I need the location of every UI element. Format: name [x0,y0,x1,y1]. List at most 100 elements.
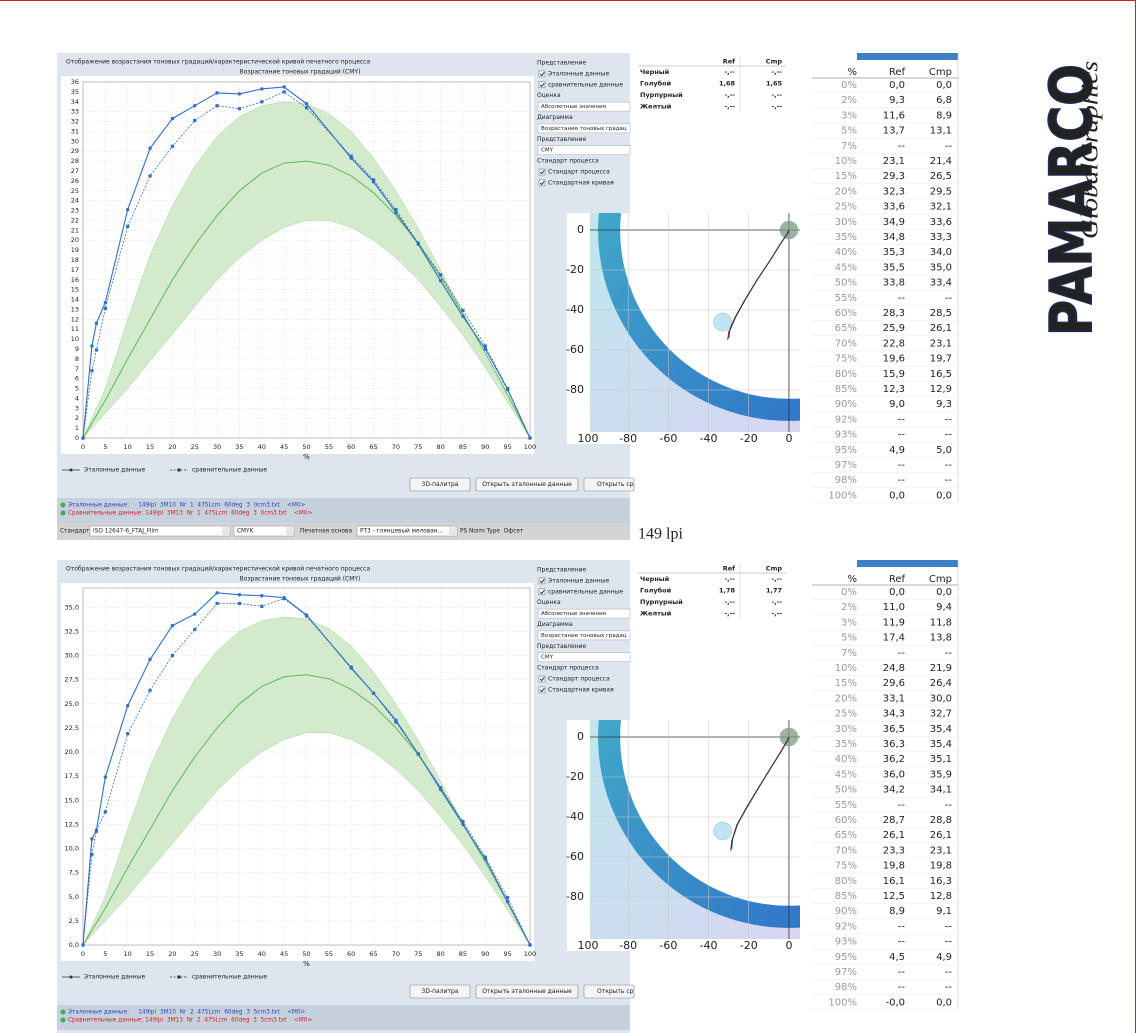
ink-table-cell: -,-- [724,598,735,606]
point-marker [193,118,197,123]
button[interactable] [583,477,635,492]
button-label: Открыть эталонные данные [482,988,572,995]
tolerance-band [83,616,530,945]
checkbox[interactable] [538,81,546,89]
tone-table-cell: -- [945,141,953,152]
x-tick-label: 100 [577,939,598,952]
point-marker [304,102,309,106]
checkbox[interactable] [538,70,546,78]
status-dot [60,502,66,508]
tone-table-cell: 70% [835,338,857,349]
point-marker [483,347,487,351]
button[interactable] [583,984,635,999]
select-box[interactable] [233,525,295,537]
status-dot [60,510,66,516]
tone-table-cell: 36,0 [883,769,905,780]
y-tick-label: 20,0 [65,748,79,756]
tone-table-cell: 23,1 [930,845,952,856]
tone-table-cell: 3% [841,110,857,121]
checkmark [539,180,545,186]
y-tick-label: 23 [71,207,79,215]
y-tick-label: 30,0 [65,652,79,660]
tone-table-cell: 20% [835,693,857,704]
tone-table-cell: 9,0 [889,399,905,410]
tone-table-cell: 23,1 [930,338,952,349]
status-line: Эталонные данные: 149lpi 3M10 Nr 1 475Lc… [68,503,306,509]
checkbox[interactable] [538,675,546,683]
x-tick-label: -20 [740,939,758,952]
tone-table-cell: 33,6 [883,202,905,213]
tone-table-cell: 33,6 [930,217,952,228]
ink-table-cell: -,-- [724,68,735,76]
tone-table-cell: 90% [835,399,857,410]
point-marker [148,174,152,178]
trajectory-line [728,229,790,339]
point-marker [461,314,465,319]
tone-table-cell: -- [898,460,906,471]
x-tick-label: 100 [524,950,536,958]
brand-tagline: GlobalGraphics [1078,61,1104,239]
y-tick-label: 10,0 [65,845,79,853]
x-tick-label: -40 [700,939,718,952]
y-tick-label: -40 [566,810,584,823]
button[interactable] [409,984,471,999]
select-arrow [286,527,293,535]
polar-plot [590,213,800,432]
select-box[interactable] [356,525,458,537]
band-upper-line [82,616,531,946]
tone-table-cell: 13,7 [883,126,905,137]
tone-table-cell: 19,7 [930,354,952,365]
settings-field[interactable] [537,608,631,619]
button[interactable] [475,984,579,999]
settings-field[interactable] [537,101,631,112]
settings-field[interactable] [537,652,631,662]
button[interactable] [475,477,579,492]
checkbox[interactable] [538,577,546,585]
x-tick-label: 90 [481,443,489,451]
tone-table-cell: 97% [835,460,857,471]
tone-table-cell: 98% [835,475,857,486]
y-tick-label: 28 [71,157,79,165]
tone-table-cell: 55% [835,293,857,304]
point-marker [237,92,242,96]
ink-table-header: Cmp [766,58,783,66]
x-tick-label: 5 [103,443,107,451]
button-label: Открыть ср [597,481,634,488]
select-box[interactable] [89,525,231,537]
ink-table-cell: -,-- [724,610,735,618]
ink-table-cell: -,-- [771,103,782,111]
settings-field[interactable] [537,630,631,641]
ink-table-cell: -,-- [771,91,782,99]
tone-table-cell: -- [898,293,906,304]
checkbox[interactable] [538,686,546,694]
status-dot [60,1017,66,1023]
tone-table-cell: 55% [835,800,857,811]
tone-table-cell: 2% [841,95,857,106]
tone-table-cell: 97% [835,967,857,978]
tone-table-cell: 4,9 [889,445,905,456]
tone-table-cell: 28,5 [930,308,952,319]
settings-heading: Диаграмма [537,114,573,121]
tone-table-cell: 11,0 [883,602,905,613]
button[interactable] [409,477,471,492]
x-tick-label: 75 [414,950,422,958]
checkbox[interactable] [538,588,546,596]
series-line [82,86,531,439]
point-marker [81,943,85,947]
tone-table-cell: 15% [835,678,857,689]
point-marker [528,436,532,440]
tone-table-cell: 70% [835,845,857,856]
settings-field[interactable] [537,123,631,134]
settings-field-text: CMY [541,655,554,661]
y-tick-label: 34 [71,98,79,106]
ink-table-cell: 1,68 [719,80,736,88]
settings-field[interactable] [537,145,631,155]
y-tick-label: 15,0 [65,796,79,804]
checkbox[interactable] [538,168,546,176]
tone-table-cell: -- [898,414,906,425]
tone-table-cell: 85% [835,384,857,395]
tone-table-cell: 5% [841,633,857,644]
point-marker [94,348,99,352]
status-area [57,498,630,523]
checkbox[interactable] [538,179,546,187]
